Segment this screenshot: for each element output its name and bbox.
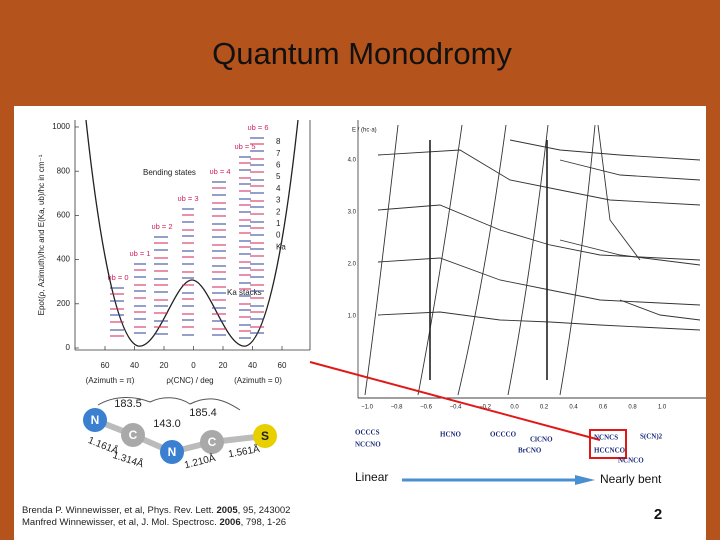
x-tick-label: 0.4 [569,405,578,411]
molecule-name: ClCNO [530,436,553,444]
atom [160,440,184,464]
x-tick-label: −0.4 [450,405,463,411]
atom [200,430,224,454]
y-tick-label: 800 [57,166,71,175]
atom-label: S [261,429,269,443]
citation-part: Manfred Winnewisser, et al, J. Mol. Spec… [22,517,219,528]
atom [83,408,107,432]
bond-angle: 183.5 [114,398,142,410]
ka-label: 2 [276,207,281,216]
x-tick-label: 20 [219,361,228,370]
molecule-name: OCCCO [490,431,517,439]
x-tick-label: 60 [278,361,287,370]
state-label: υb = 0 [108,273,129,282]
ka-label: 1 [276,219,281,228]
y-tick-label: 4.0 [348,158,357,164]
bond-angle: 143.0 [153,418,181,430]
x-tick-label: −0.2 [479,405,492,411]
x-tick-label: −1.0 [361,405,374,411]
x-tick-label: 1.0 [658,405,667,411]
state-label: υb = 4 [210,167,231,176]
y-tick-label: 2.0 [348,262,357,268]
bond-angle: 185.4 [189,407,217,419]
state-label: υb = 5 [235,142,256,151]
ka-label: 3 [276,196,281,205]
y-tick-label: 200 [57,299,71,308]
scale-right-label: Nearly bent [600,472,662,486]
ka-stacks-label: Ka stacks [227,288,262,297]
molecule-name: HCNO [440,431,462,439]
x-tick-label: 0.0 [510,405,519,411]
citation-part: 2005 [217,505,239,516]
atom-label: C [208,435,217,449]
y-tick-label: 3.0 [348,210,357,216]
left-figure: Bending states Ka stacks Epot(ρ, Azimuth… [37,119,311,351]
atom-label: N [168,445,177,459]
right-figure: E / (hc·a) [352,120,706,399]
y-tick-label: 400 [57,255,71,264]
y-tick-label: 0 [66,343,71,352]
citation: Manfred Winnewisser, et al, J. Mol. Spec… [22,517,286,528]
potential-curve [85,119,299,347]
x-tick-label: 0 [191,361,196,370]
ka-label: Ka [276,242,286,251]
content-area [14,106,706,540]
highlight-box [589,429,627,459]
atom-label: N [91,413,100,427]
molecule-name: NCNCS [594,434,618,442]
x-tick-label: −0.8 [391,405,404,411]
citation-part: , 798, 1-26 [241,517,286,528]
atom [253,424,277,448]
x-tick-label: 0.2 [540,405,549,411]
y-tick-label: 600 [57,211,71,220]
y-axis-label: Epot(ρ, Azimuth)/hc and E(Ka, υb)/hc in … [37,154,46,315]
molecule-name: HCCNCO [594,447,626,455]
x-axis-label: (Azimuth = π) [86,376,135,385]
ka-label: 5 [276,172,281,181]
x-tick-label: 40 [130,361,139,370]
x-axis-label: ρ(CNC) / deg [166,376,213,385]
scale-left-label: Linear [355,470,388,484]
molecule-name: S(CN)2 [640,433,663,441]
state-label: υb = 1 [130,249,151,258]
ka-label: 4 [276,184,281,193]
ka-label: 0 [276,231,281,240]
x-tick-label: 0.8 [628,405,637,411]
bending-states-label: Bending states [143,168,196,177]
state-label: υb = 2 [152,222,173,231]
x-tick-label: 60 [101,361,110,370]
ka-label: 8 [276,137,281,146]
state-label: υb = 3 [178,194,199,203]
y-axis-label: E / (hc·a) [352,128,377,134]
citation-part: Brenda P. Winnewisser, et al, Phys. Rev.… [22,505,217,516]
x-tick-label: 40 [248,361,257,370]
state-label: υb = 6 [248,123,269,132]
x-tick-label: 0.6 [599,405,608,411]
x-axis-label: (Azimuth = 0) [234,376,282,385]
scale-arrow-head [575,475,595,485]
ka-label: 7 [276,149,281,158]
molecule-name: BrCNO [518,447,542,455]
y-tick-label: 1.0 [348,314,357,320]
x-tick-label: 20 [160,361,169,370]
slide-title: Quantum Monodromy [212,36,512,71]
x-tick-label: −0.6 [420,405,433,411]
pointer-line [309,361,601,441]
citation: Brenda P. Winnewisser, et al, Phys. Rev.… [22,505,290,516]
angle-arcs [97,397,241,411]
atom [121,423,145,447]
atom-label: C [129,428,138,442]
page-number: 2 [654,506,662,523]
citation-part: , 95, 243002 [238,505,291,516]
citation-part: 2006 [219,517,240,528]
molecule-name: NCCNO [355,441,381,449]
y-tick-label: 1000 [52,122,70,131]
molecule-name: OCCCS [355,429,380,437]
molecule-name: NCNCO [618,457,644,465]
ka-label: 6 [276,161,281,170]
